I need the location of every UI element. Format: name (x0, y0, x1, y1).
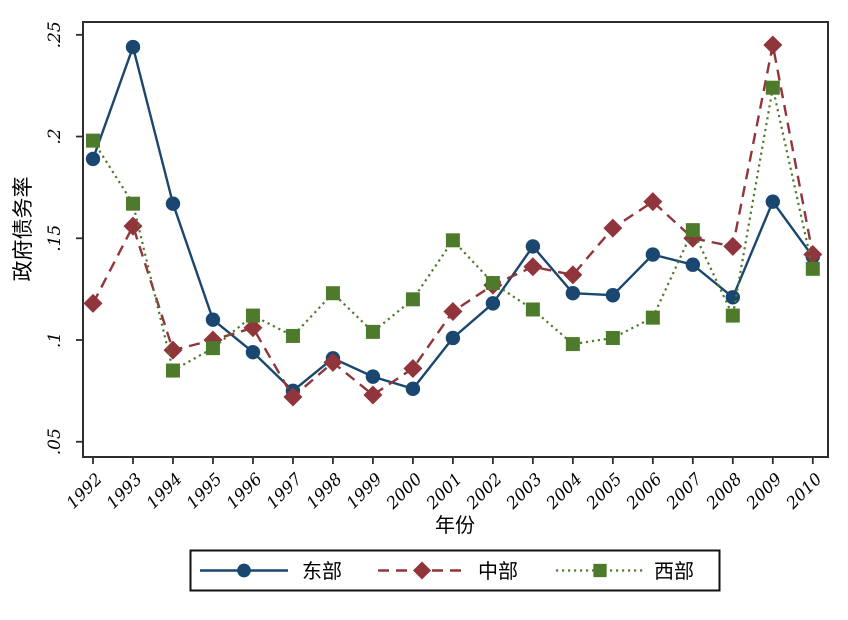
x-tick-label-2010: 2010 (782, 469, 826, 513)
legend-marker-east (237, 563, 251, 578)
legend-marker-central (412, 561, 432, 580)
marker-east-1995 (205, 312, 221, 327)
legend-label-central: 中部 (478, 560, 518, 583)
marker-west-2000 (405, 292, 420, 307)
marker-central-2000 (403, 358, 423, 378)
x-tick-label-2002: 2002 (462, 469, 506, 513)
x-axis-title: 年份 (435, 514, 475, 537)
marker-east-2003 (525, 239, 541, 254)
marker-west-1992 (85, 133, 100, 148)
marker-east-2005 (605, 288, 621, 303)
y-tick-label-.05: .05 (45, 428, 65, 455)
legend-swatches (200, 561, 644, 580)
marker-east-1994 (165, 196, 181, 211)
marker-west-1994 (165, 363, 180, 378)
marker-east-2000 (405, 381, 421, 397)
x-tick-label-2009: 2009 (742, 469, 786, 513)
y-tick-label-.25: .25 (45, 21, 65, 48)
marker-east-2009 (765, 194, 781, 209)
marker-east-2002 (485, 296, 501, 311)
marker-west-2003 (525, 302, 540, 317)
marker-west-2006 (645, 310, 660, 325)
y-axis-title: 政府债务率 (11, 177, 35, 282)
y-tick-label-.2: .2 (45, 128, 65, 144)
marker-west-1999 (365, 324, 380, 339)
marker-west-2004 (565, 337, 580, 352)
marker-east-1996 (245, 345, 261, 360)
marker-central-1997 (283, 387, 303, 407)
marker-east-2001 (445, 330, 461, 346)
marker-east-2006 (645, 247, 661, 262)
marker-central-1999 (363, 385, 383, 405)
x-tick-label-1992: 1992 (63, 469, 106, 512)
marker-west-1997 (285, 328, 300, 343)
marker-central-2009 (763, 35, 783, 55)
legend-marker-west (593, 563, 607, 578)
x-tick-label-2007: 2007 (662, 469, 706, 513)
y-tick-label-.1: .1 (45, 332, 65, 348)
marker-east-1992 (85, 151, 101, 167)
marker-west-1993 (125, 196, 140, 211)
plot-area: .05.1.15.2.25199219931994199519961997199… (45, 21, 829, 513)
marker-west-2002 (485, 276, 500, 291)
marker-central-2005 (603, 218, 623, 238)
marker-central-2003 (523, 257, 543, 277)
marker-central-2010 (803, 245, 823, 265)
x-tick-label-2008: 2008 (702, 469, 746, 513)
x-tick-label-1996: 1996 (223, 469, 266, 512)
marker-east-2007 (685, 257, 701, 272)
marker-central-2004 (563, 265, 583, 285)
marker-east-2004 (565, 286, 581, 301)
x-tick-label-1997: 1997 (263, 469, 306, 512)
marker-east-1999 (365, 369, 381, 384)
x-tick-label-2001: 2001 (422, 469, 466, 513)
y-tick-label-.15: .15 (45, 225, 65, 252)
marker-central-2001 (443, 302, 463, 322)
series-west (85, 80, 820, 378)
marker-west-1996 (245, 308, 260, 323)
x-tick-label-1999: 1999 (343, 469, 386, 512)
plot-border (82, 21, 829, 458)
x-tick-label-1993: 1993 (103, 469, 146, 512)
x-tick-label-2006: 2006 (622, 469, 666, 513)
marker-west-2008 (725, 308, 740, 323)
marker-central-2006 (643, 192, 663, 212)
marker-west-2010 (805, 261, 820, 276)
marker-west-2005 (605, 330, 620, 345)
x-tick-label-2005: 2005 (582, 469, 626, 513)
x-tick-label-1998: 1998 (303, 469, 346, 512)
series-central (83, 35, 823, 407)
marker-west-1995 (205, 341, 220, 356)
marker-central-1993 (123, 216, 143, 236)
marker-west-1998 (325, 286, 340, 301)
marker-central-2008 (723, 236, 743, 256)
x-tick-label-2003: 2003 (502, 469, 546, 513)
x-tick-label-1995: 1995 (183, 469, 226, 512)
legend-label-west: 西部 (654, 560, 694, 583)
marker-west-2007 (685, 223, 700, 238)
marker-east-2008 (725, 290, 741, 305)
marker-central-1992 (83, 293, 103, 313)
marker-central-1998 (323, 352, 343, 372)
marker-central-1994 (163, 340, 183, 360)
marker-west-2001 (445, 233, 460, 248)
x-tick-label-2000: 2000 (382, 469, 426, 513)
marker-central-1996 (243, 318, 263, 338)
marker-east-1993 (125, 39, 141, 55)
series-line-west (92, 87, 814, 373)
x-tick-label-2004: 2004 (542, 469, 586, 513)
legend: 东部 中部 西部 (189, 549, 721, 592)
legend-label-east: 东部 (302, 560, 342, 583)
marker-west-2009 (765, 80, 780, 95)
x-tick-label-1994: 1994 (143, 469, 186, 512)
